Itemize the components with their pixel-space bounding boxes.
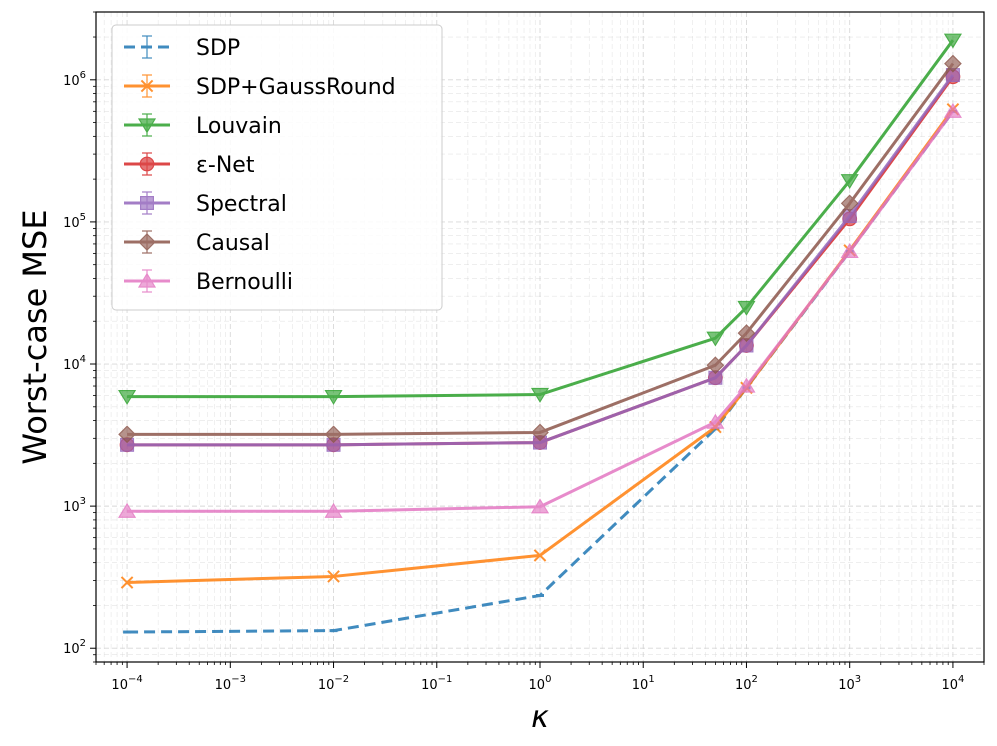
y-tick-label-base: 10 — [63, 74, 80, 89]
data-point — [118, 502, 137, 518]
data-point — [118, 425, 136, 444]
data-point — [324, 425, 343, 444]
data-point — [120, 576, 134, 589]
x-tick-label-base: 10 — [632, 678, 649, 693]
data-point — [531, 423, 549, 442]
series-causal — [118, 54, 962, 444]
x-tick-label: 102 — [735, 674, 758, 693]
x-tick-label-base: 10 — [838, 678, 855, 693]
data-point — [706, 356, 725, 375]
data-point — [943, 33, 962, 49]
legend-entry — [124, 35, 170, 59]
data-point — [530, 387, 550, 403]
x-tick-label-base: 10 — [529, 678, 546, 693]
x-tick-label: 104 — [941, 674, 964, 693]
legend-marker — [140, 196, 155, 211]
legend-entry — [124, 113, 170, 137]
x-tick-label-exponent: 2 — [752, 674, 758, 685]
x-tick-label-exponent: −1 — [438, 674, 453, 685]
x-tick-label: 10−1 — [421, 674, 452, 693]
y-tick-label: 106 — [63, 70, 86, 89]
legend-entry — [124, 74, 170, 98]
legend-marker — [140, 79, 154, 93]
y-tick-label-exponent: 6 — [80, 70, 86, 81]
legend: SDP SDP+GaussRound Louvain ε-Net Spectral Cau… — [111, 24, 443, 311]
legend-entry — [124, 152, 170, 176]
x-tick-label-base: 10 — [215, 678, 232, 693]
legend-marker — [139, 156, 155, 172]
data-point — [327, 570, 340, 583]
data-point — [737, 324, 756, 342]
x-tick-label-exponent: −2 — [334, 674, 349, 685]
legend-label: Louvain — [196, 114, 282, 139]
legend-box — [111, 24, 443, 311]
x-tick-label-exponent: −3 — [231, 674, 246, 685]
legend-marker — [137, 118, 157, 134]
y-tick-label-base: 10 — [63, 358, 80, 373]
data-point — [706, 331, 725, 347]
x-tick-label: 10−2 — [318, 674, 349, 693]
x-tick-label-base: 10 — [111, 678, 128, 693]
data-point — [706, 413, 725, 429]
data-point — [840, 194, 859, 213]
y-tick-label-base: 10 — [63, 500, 80, 515]
x-axis-title: κ — [531, 700, 549, 735]
x-tick-label-exponent: −4 — [128, 674, 143, 685]
data-point — [840, 174, 859, 190]
x-tick-label-exponent: 3 — [855, 674, 861, 685]
y-axis-title: Worst-case MSE — [16, 209, 54, 464]
legend-label: Spectral — [196, 192, 287, 217]
series-layer — [118, 33, 962, 634]
x-tick-label-exponent: 4 — [958, 674, 964, 685]
data-point — [737, 300, 756, 316]
data-point — [944, 54, 962, 73]
x-tick-label-exponent: 0 — [545, 674, 551, 685]
x-tick-label-base: 10 — [318, 678, 335, 693]
legend-label: SDP+GaussRound — [196, 75, 396, 100]
x-tick-label: 10−3 — [215, 674, 246, 693]
legend-label: Bernoulli — [196, 270, 293, 295]
legend-entry — [124, 269, 170, 293]
data-point — [324, 502, 343, 518]
y-tick-label: 105 — [63, 212, 86, 231]
legend-marker — [138, 233, 156, 251]
legend-entry — [124, 230, 170, 254]
y-tick-label-exponent: 5 — [80, 212, 86, 223]
y-tick-label-exponent: 4 — [80, 354, 86, 365]
x-tick-label-base: 10 — [735, 678, 752, 693]
data-point — [840, 243, 859, 259]
y-tick-label-base: 10 — [63, 216, 80, 231]
x-tick-label: 101 — [632, 674, 655, 693]
y-tick-label: 104 — [63, 354, 86, 373]
y-tick-label: 103 — [63, 496, 86, 515]
legend-entry — [124, 191, 170, 215]
series-bernoulli — [118, 102, 962, 518]
series-louvain — [118, 33, 962, 405]
data-point — [530, 498, 550, 514]
ticks: 10−4 10−3 10−2 10−1 100 101 102 103 104102103104… — [63, 11, 985, 693]
y-tick-label-exponent: 3 — [80, 496, 86, 507]
legend-label: SDP — [196, 36, 240, 61]
y-tick-label: 102 — [63, 638, 86, 657]
y-tick-label-exponent: 2 — [80, 638, 86, 649]
legend-label: Causal — [196, 231, 270, 256]
data-point — [533, 549, 547, 562]
data-point — [324, 389, 343, 405]
data-point — [943, 102, 962, 118]
y-tick-label-base: 10 — [63, 642, 80, 657]
x-tick-label-exponent: 1 — [648, 674, 654, 685]
data-point — [118, 389, 137, 405]
x-tick-label: 103 — [838, 674, 861, 693]
data-point — [737, 377, 756, 393]
x-tick-label-base: 10 — [941, 678, 958, 693]
x-tick-label: 10−4 — [111, 674, 142, 693]
legend-label: ε-Net — [196, 153, 255, 178]
legend-marker — [137, 272, 157, 288]
x-tick-label-base: 10 — [421, 678, 438, 693]
x-tick-label: 100 — [529, 674, 552, 693]
